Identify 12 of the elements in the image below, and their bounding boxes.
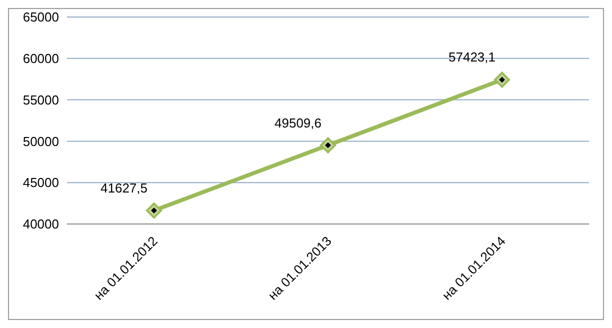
y-tick-label: 50000	[22, 134, 59, 149]
y-tick-label: 60000	[22, 51, 59, 66]
y-tick-label: 55000	[22, 92, 59, 108]
y-tick-label: 65000	[22, 10, 59, 25]
point	[320, 137, 336, 154]
data-label: 57423,1	[448, 50, 496, 65]
y-tick-label: 40000	[22, 216, 59, 232]
data-label: 41627,5	[100, 180, 148, 196]
point	[146, 202, 162, 219]
data-label: 49509,6	[274, 115, 322, 130]
y-tick-label: 45000	[22, 175, 59, 190]
point	[494, 72, 510, 88]
